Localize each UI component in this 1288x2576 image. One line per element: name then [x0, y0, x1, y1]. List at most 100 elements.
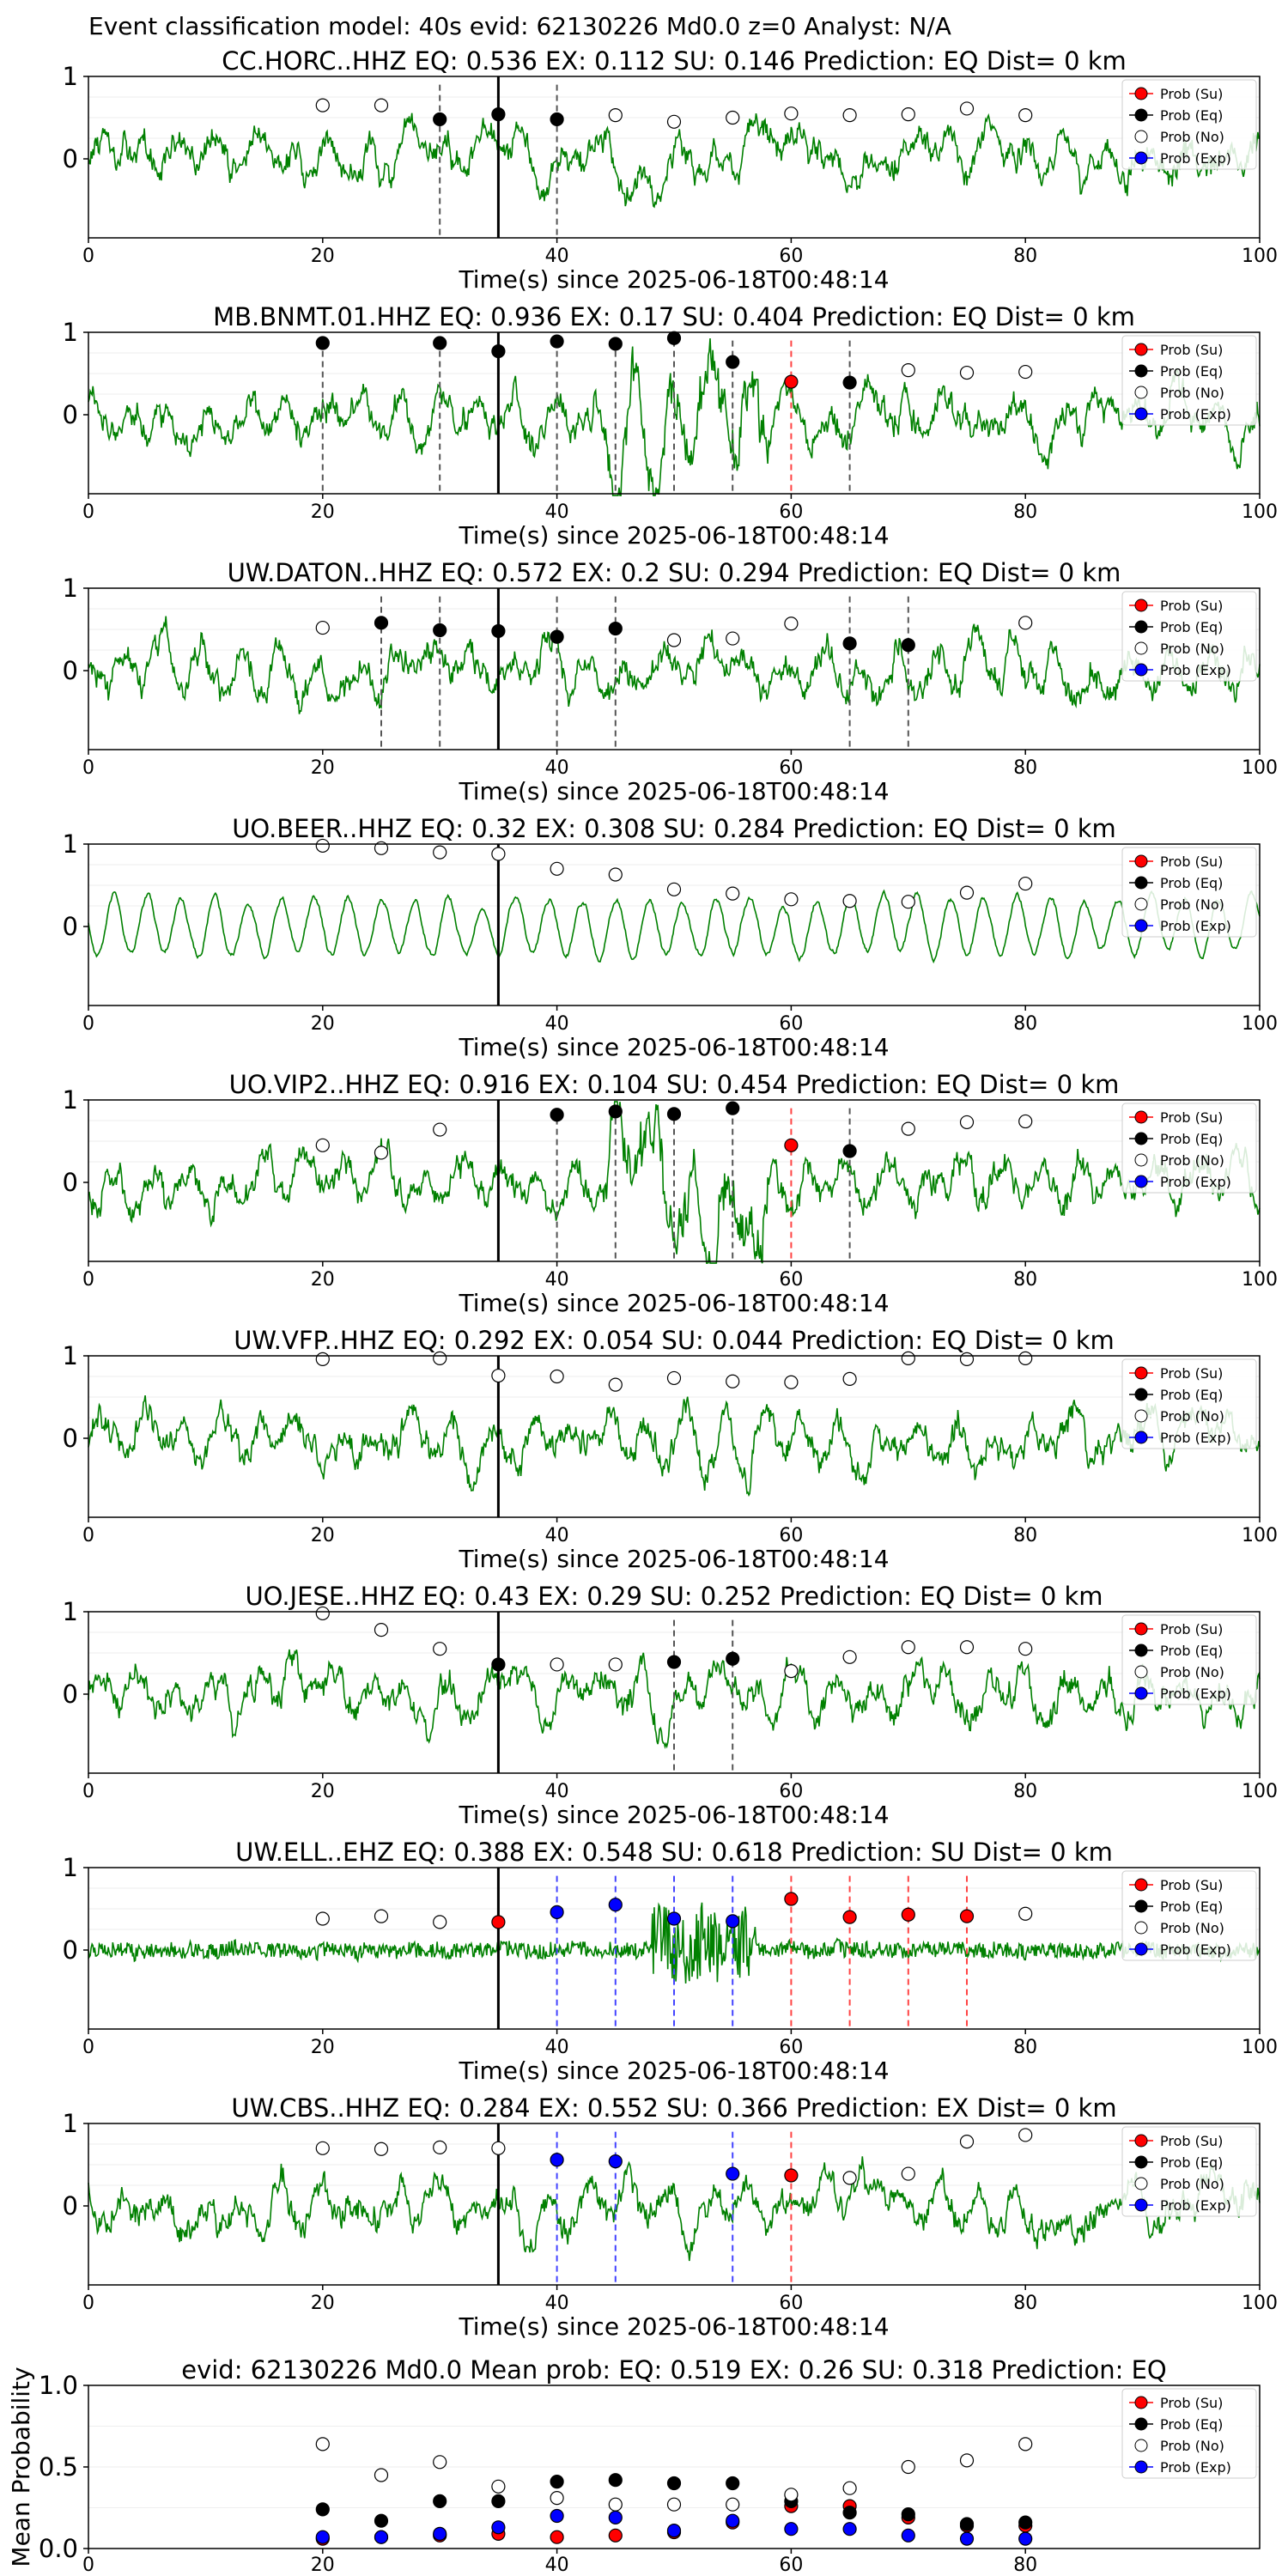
x-tick-label: 20	[311, 2293, 335, 2314]
panel-title: UW.CBS..HHZ EQ: 0.284 EX: 0.552 SU: 0.36…	[231, 2093, 1116, 2123]
plot-frame	[88, 1611, 1261, 1774]
x-tick-label: 60	[779, 2555, 803, 2576]
panel-title: UW.DATON..HHZ EQ: 0.572 EX: 0.2 SU: 0.29…	[228, 558, 1121, 587]
x-tick-label: 100	[1242, 1781, 1278, 1802]
y-axis-label: Mean Probability	[7, 2366, 35, 2567]
legend-label: Prob (Su)	[1160, 1365, 1223, 1382]
legend-marker-su	[1134, 2396, 1148, 2409]
mean-point-eq	[374, 2513, 389, 2528]
x-tick-label: 40	[545, 2293, 569, 2314]
prob-point-no	[315, 2141, 330, 2155]
panel-title: UO.BEER..HHZ EQ: 0.32 EX: 0.308 SU: 0.28…	[232, 814, 1116, 843]
legend-label: Prob (Exp)	[1160, 1174, 1231, 1190]
prob-point-exp	[550, 2153, 564, 2167]
legend: Prob (Su) Prob (Eq) Prob (No) Prob (Exp)	[1121, 1358, 1257, 1449]
prob-point-eq	[315, 336, 330, 350]
prob-point-su	[959, 1909, 975, 1923]
x-tick-label: 100	[1242, 246, 1278, 267]
mean-point-exp	[550, 2508, 564, 2524]
y-tick-label: 1	[63, 1853, 78, 1882]
prob-point-eq	[491, 343, 506, 359]
legend: Prob (Su) Prob (Eq) Prob (No) Prob (Exp)	[1121, 79, 1257, 170]
prob-point-no	[666, 633, 682, 647]
prob-point-no	[1018, 876, 1033, 891]
prob-point-no	[550, 861, 564, 876]
legend-label: Prob (No)	[1160, 2438, 1224, 2454]
legend-label: Prob (Eq)	[1160, 2154, 1223, 2171]
mean-point-eq	[315, 2502, 330, 2517]
mean-point-eq	[1018, 2515, 1033, 2530]
prob-point-no	[784, 892, 799, 907]
y-tick-label: 1	[63, 829, 78, 859]
legend-marker-su	[1134, 1110, 1148, 1124]
prob-point-no	[726, 110, 740, 125]
legend-marker-no	[1134, 1921, 1148, 1935]
legend-label: Prob (Su)	[1160, 342, 1223, 358]
mean-point-no	[374, 2468, 389, 2482]
prob-point-eq	[491, 107, 506, 122]
prob-point-su	[784, 374, 799, 389]
waveform-trace	[88, 112, 1261, 209]
x-tick-label: 60	[779, 757, 803, 779]
legend-label: Prob (Eq)	[1160, 1899, 1223, 1915]
legend-marker-no	[1134, 2177, 1148, 2190]
prob-point-no	[608, 867, 623, 882]
prob-point-no	[959, 365, 975, 380]
x-tick-label: 80	[1013, 1269, 1037, 1291]
legend: Prob (Su) Prob (Eq) Prob (No) Prob (Exp)	[1121, 2388, 1257, 2479]
legend-box	[1121, 1358, 1257, 1449]
legend-label: Prob (Su)	[1160, 2133, 1223, 2149]
station-panel-6: UW.VFP..HHZ EQ: 0.292 EX: 0.054 SU: 0.04…	[63, 1326, 1278, 1573]
legend-label: Prob (Eq)	[1160, 619, 1223, 635]
legend-label: Prob (Eq)	[1160, 1387, 1223, 1403]
y-tick-label: 1	[63, 1085, 78, 1115]
mean-point-exp	[433, 2526, 447, 2541]
mean-point-no	[666, 2497, 682, 2512]
prob-point-no	[1018, 1351, 1033, 1365]
prob-point-no	[666, 1370, 682, 1386]
legend-marker-exp	[1134, 919, 1148, 933]
station-panel-9: UW.CBS..HHZ EQ: 0.284 EX: 0.552 SU: 0.36…	[63, 2093, 1278, 2341]
prob-point-exp	[726, 1914, 740, 1929]
y-tick-label: 1.0	[39, 2371, 78, 2400]
prob-point-no	[1018, 108, 1033, 123]
prob-point-no	[901, 107, 915, 122]
x-axis-label: Time(s) since 2025-06-18T00:48:14	[458, 265, 889, 294]
legend: Prob (Su) Prob (Eq) Prob (No) Prob (Exp)	[1121, 1103, 1257, 1194]
x-tick-label: 0	[82, 1269, 94, 1291]
prob-point-no	[1018, 1642, 1033, 1656]
prob-point-eq	[550, 334, 564, 349]
x-axis-label: Time(s) since 2025-06-18T00:48:14	[458, 1801, 889, 1829]
mean-point-exp	[608, 2510, 623, 2524]
figure-suptitle: Event classification model: 40s evid: 62…	[88, 12, 951, 40]
prob-point-eq	[726, 355, 740, 369]
legend-label: Prob (No)	[1160, 641, 1224, 657]
legend-marker-eq	[1134, 620, 1148, 634]
y-tick-label: 1	[63, 62, 78, 91]
x-tick-label: 100	[1242, 1525, 1278, 1546]
x-tick-label: 0	[82, 246, 94, 267]
prob-point-no	[433, 1351, 447, 1365]
mean-point-eq	[550, 2475, 564, 2489]
y-tick-label: 0	[63, 1935, 78, 1965]
plot-frame	[88, 331, 1261, 495]
legend-label: Prob (Su)	[1160, 2395, 1223, 2411]
legend-label: Prob (Eq)	[1160, 875, 1223, 891]
prob-point-no	[901, 1121, 915, 1136]
prob-point-su	[901, 1907, 915, 1922]
legend-marker-no	[1134, 130, 1148, 143]
prob-point-no	[433, 1642, 447, 1656]
prob-point-no	[726, 1374, 740, 1388]
prob-point-eq	[608, 1104, 623, 1119]
prob-point-no	[491, 2141, 506, 2155]
prob-point-no	[433, 845, 447, 860]
y-tick-label: 0	[63, 2191, 78, 2221]
prob-point-no	[550, 1369, 564, 1384]
station-panel-5: UO.VIP2..HHZ EQ: 0.916 EX: 0.104 SU: 0.4…	[63, 1070, 1278, 1317]
panel-title: CC.HORC..HHZ EQ: 0.536 EX: 0.112 SU: 0.1…	[222, 46, 1127, 76]
prob-point-no	[374, 98, 389, 112]
mean-point-no	[315, 2437, 330, 2451]
legend-marker-eq	[1134, 876, 1148, 890]
mean-point-eq	[433, 2494, 447, 2508]
prob-point-no	[433, 1915, 447, 1929]
